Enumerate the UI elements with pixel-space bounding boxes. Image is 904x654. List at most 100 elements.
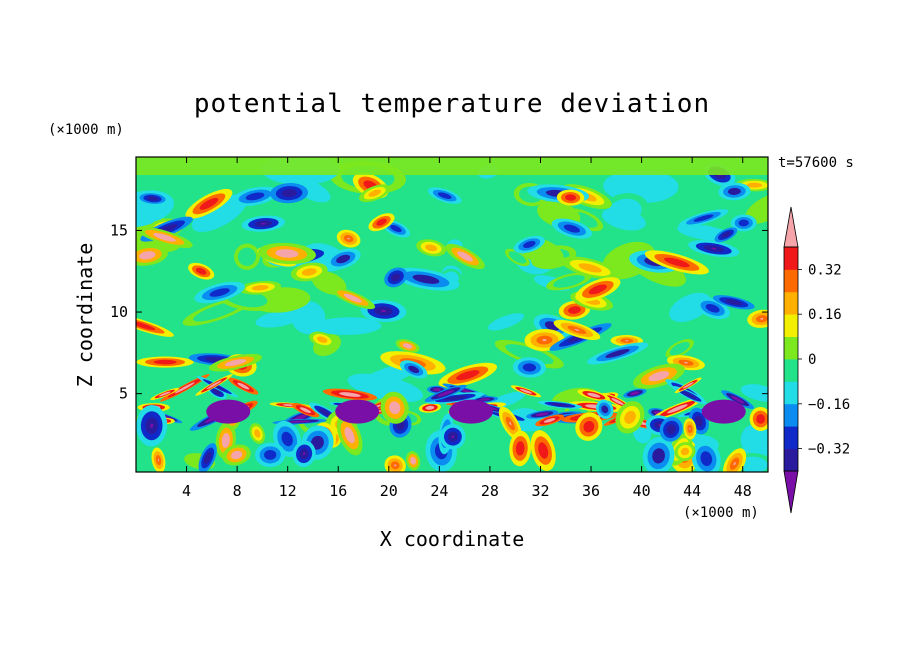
field-contour bbox=[667, 404, 688, 414]
field-contour bbox=[725, 299, 743, 306]
field-contour bbox=[583, 420, 595, 433]
field-contour bbox=[625, 340, 629, 342]
field-contour bbox=[601, 405, 609, 414]
field-contour bbox=[682, 391, 697, 399]
field-contour bbox=[666, 424, 676, 435]
field-contour bbox=[150, 423, 154, 428]
field-contour bbox=[195, 267, 207, 275]
y-axis-label: Z coordinate bbox=[73, 243, 97, 388]
field-contour bbox=[740, 424, 768, 459]
field-contour bbox=[136, 157, 768, 175]
x-tick-label: 48 bbox=[734, 482, 752, 500]
field-contour bbox=[254, 429, 261, 438]
x-tick-label: 12 bbox=[279, 482, 297, 500]
field-contour bbox=[147, 196, 158, 201]
field-contour bbox=[522, 363, 537, 372]
x-tick-label: 4 bbox=[182, 482, 191, 500]
field-contour bbox=[343, 293, 362, 303]
field-contour bbox=[437, 192, 452, 199]
field-contour bbox=[479, 398, 491, 401]
field-contour bbox=[652, 448, 665, 464]
field-contour bbox=[410, 456, 416, 465]
x-axis-ticks: 4 8 12 16 20 24 28 32 36 40 44 48 bbox=[182, 157, 752, 500]
field-contour bbox=[701, 399, 746, 424]
field-contour bbox=[425, 244, 438, 252]
field-contour bbox=[193, 301, 243, 322]
field-contour bbox=[412, 274, 440, 284]
x-unit-label: (×1000 m) bbox=[683, 505, 759, 521]
field-blobs bbox=[136, 157, 768, 472]
field-contour bbox=[261, 222, 266, 225]
field-contour bbox=[237, 247, 257, 266]
field-contour bbox=[739, 456, 768, 472]
field-contour bbox=[605, 348, 630, 358]
field-contour bbox=[538, 442, 549, 459]
colorbar: 0.32 0.16 0 −0.16 −0.32 bbox=[783, 206, 850, 514]
field-contour bbox=[535, 412, 549, 417]
field-contour bbox=[206, 399, 251, 424]
field-contour bbox=[611, 398, 624, 405]
y-tick-label: 15 bbox=[110, 221, 128, 239]
plot-frame bbox=[135, 156, 769, 473]
field-contour bbox=[275, 249, 299, 258]
temperature-field bbox=[136, 157, 768, 472]
field-contour bbox=[505, 344, 554, 365]
field-contour bbox=[310, 435, 324, 450]
field-contour bbox=[727, 187, 741, 195]
field-contour bbox=[624, 410, 636, 424]
field-contour bbox=[578, 263, 602, 273]
field-contour bbox=[264, 449, 277, 460]
field-contour bbox=[293, 179, 331, 203]
field-contour bbox=[158, 391, 171, 397]
field-contour bbox=[565, 194, 577, 201]
field-contour bbox=[551, 403, 569, 407]
field-contour bbox=[588, 284, 607, 295]
colorbar-bin bbox=[784, 247, 798, 270]
field-contour bbox=[317, 336, 328, 343]
field-contour bbox=[281, 431, 293, 447]
field-contour bbox=[347, 237, 350, 240]
x-tick-label: 20 bbox=[380, 482, 398, 500]
colorbar-bin bbox=[784, 314, 798, 337]
field-contour bbox=[519, 388, 533, 394]
field-contour bbox=[138, 251, 156, 260]
colorbar-bin bbox=[784, 269, 798, 293]
field-contour bbox=[542, 338, 547, 342]
colorbar-bin bbox=[784, 359, 798, 382]
field-contour bbox=[224, 359, 247, 367]
field-contour bbox=[700, 451, 713, 467]
field-contour bbox=[199, 197, 219, 210]
field-contour bbox=[344, 427, 355, 444]
colorbar-label: 0.32 bbox=[808, 262, 842, 278]
field-contour bbox=[245, 192, 265, 201]
field-contour bbox=[630, 391, 640, 396]
field-contour bbox=[425, 405, 435, 410]
field-contour bbox=[299, 407, 312, 413]
field-contour bbox=[587, 392, 601, 398]
field-contour bbox=[381, 309, 386, 313]
field-contour bbox=[658, 424, 662, 427]
field-contour bbox=[368, 189, 381, 197]
field-contour bbox=[192, 194, 248, 233]
field-contour bbox=[664, 257, 690, 268]
field-contour bbox=[682, 382, 694, 389]
field-contour bbox=[347, 373, 424, 403]
field-contour bbox=[487, 313, 525, 331]
field-contour bbox=[553, 275, 585, 288]
field-contour bbox=[212, 389, 221, 395]
field-contour bbox=[508, 251, 526, 264]
field-contour bbox=[509, 421, 512, 426]
field-contour bbox=[721, 231, 731, 238]
field-contour bbox=[760, 317, 764, 320]
field-contour bbox=[390, 224, 402, 233]
field-contour bbox=[174, 382, 195, 394]
x-tick-label: 8 bbox=[233, 482, 242, 500]
field-contour bbox=[563, 224, 580, 233]
field-contour bbox=[339, 392, 361, 397]
field-contour bbox=[456, 370, 480, 381]
y-unit-label: (×1000 m) bbox=[48, 122, 124, 138]
field-contour bbox=[523, 240, 536, 248]
colorbar-bin bbox=[784, 291, 798, 315]
plot-area bbox=[136, 157, 768, 472]
